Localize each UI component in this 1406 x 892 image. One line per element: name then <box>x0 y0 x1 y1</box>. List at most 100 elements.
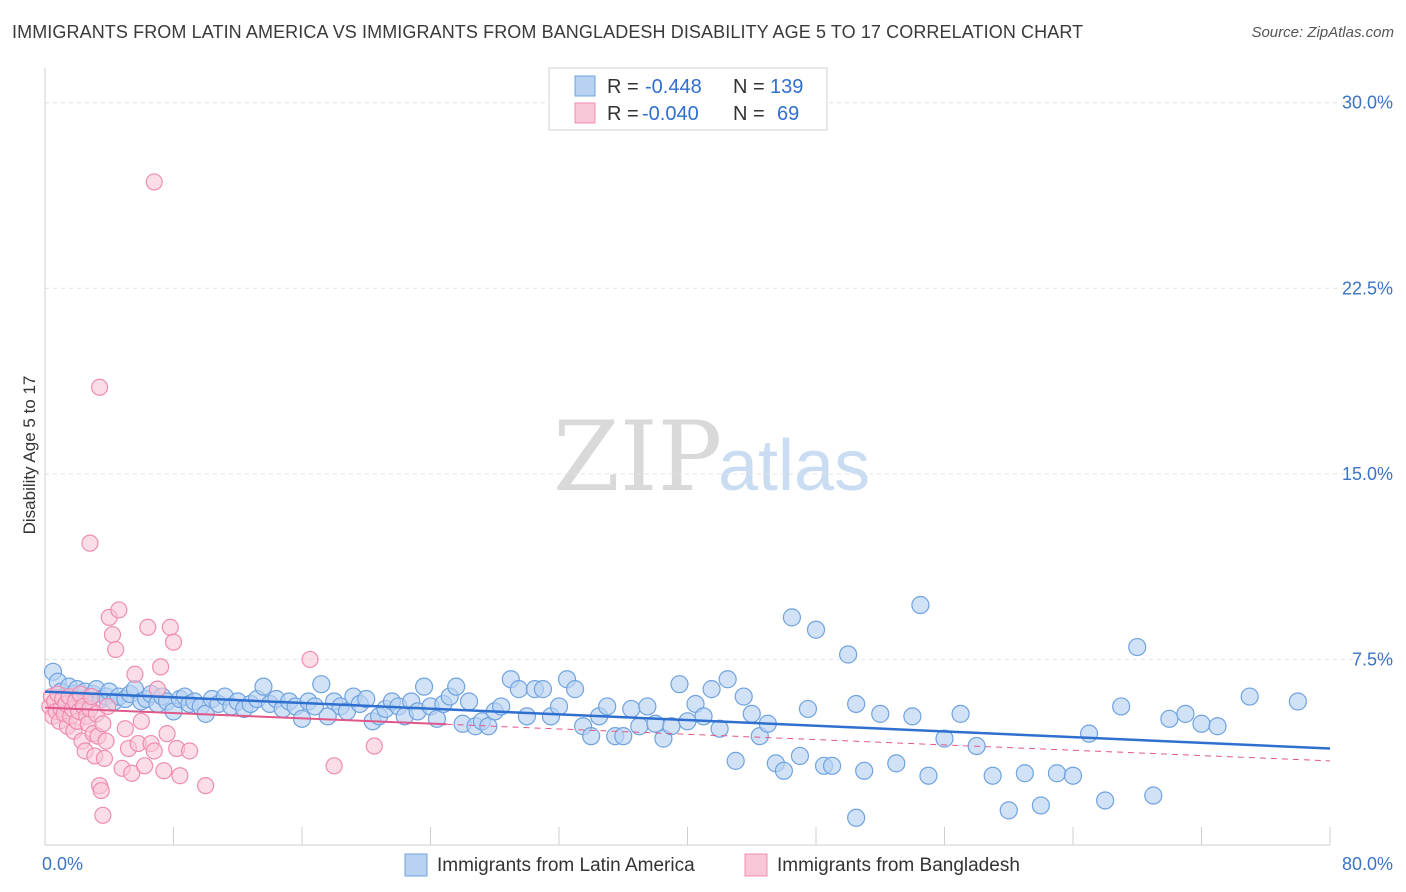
point-latin-america-123 <box>871 704 890 723</box>
point-latin-america-105 <box>710 719 729 738</box>
point-bangladesh-68 <box>365 737 383 755</box>
point-latin-america-144 <box>1192 714 1211 733</box>
point-latin-america-141 <box>1144 786 1163 805</box>
point-latin-america-134 <box>1031 796 1050 815</box>
point-latin-america-66 <box>414 677 434 696</box>
point-latin-america-132 <box>999 801 1018 820</box>
point-latin-america-96 <box>638 697 657 716</box>
point-latin-america-125 <box>903 707 922 726</box>
trend-lines <box>44 690 1331 762</box>
point-latin-america-57 <box>357 689 376 709</box>
point-bangladesh-65 <box>91 378 109 396</box>
x-tick-label-min: 0.0% <box>42 854 83 874</box>
point-bangladesh-26 <box>82 687 101 706</box>
legend-swatch-pink <box>574 102 596 124</box>
point-latin-america-133 <box>1015 764 1034 783</box>
point-latin-america-41 <box>254 677 273 696</box>
legend-r-value-1: -0.448 <box>645 76 702 98</box>
point-latin-america-100 <box>670 675 689 694</box>
point-latin-america-108 <box>734 687 753 706</box>
point-latin-america-131 <box>983 766 1002 785</box>
point-bangladesh-53 <box>152 658 170 676</box>
y-axis-label: Disability Age 5 to 17 <box>20 376 39 535</box>
point-bangladesh-35 <box>97 732 115 750</box>
point-latin-america-50 <box>312 675 331 694</box>
point-bangladesh-40 <box>110 601 128 619</box>
trend-line-bangladesh-dashed <box>446 723 1331 762</box>
series-latin-america-points <box>43 595 1307 827</box>
x-tick-label-max: 80.0% <box>1342 854 1393 874</box>
point-latin-america-85 <box>549 697 569 716</box>
legend-swatch-blue <box>574 75 596 97</box>
legend-n-value-1: 139 <box>770 76 803 98</box>
point-bangladesh-44 <box>123 764 141 782</box>
point-bangladesh-59 <box>171 767 189 785</box>
point-latin-america-122 <box>855 761 874 780</box>
y-tick-label-1: 15.0% <box>1342 464 1393 484</box>
point-bangladesh-48 <box>135 757 154 775</box>
legend-n-label-2: N = <box>733 103 765 125</box>
chart-title: IMMIGRANTS FROM LATIN AMERICA VS IMMIGRA… <box>12 22 1084 42</box>
bottom-legend-label-latin-america: Immigrants from Latin America <box>437 855 695 876</box>
watermark: ZIP atlas <box>553 401 870 513</box>
point-latin-america-114 <box>782 608 802 627</box>
point-latin-america-94 <box>622 699 641 719</box>
point-latin-america-91 <box>598 697 617 716</box>
point-latin-america-104 <box>702 680 721 699</box>
point-latin-america-106 <box>718 670 737 689</box>
point-latin-america-127 <box>919 766 938 785</box>
point-bangladesh-61 <box>197 777 215 795</box>
point-latin-america-126 <box>911 595 930 615</box>
point-latin-america-87 <box>565 680 585 699</box>
point-latin-america-124 <box>887 754 906 773</box>
point-latin-america-135 <box>1047 764 1067 783</box>
bottom-legend-swatch-blue <box>404 853 428 877</box>
point-bangladesh-34 <box>95 749 114 768</box>
point-latin-america-143 <box>1176 704 1195 723</box>
point-latin-america-116 <box>798 699 818 719</box>
point-latin-america-146 <box>1240 687 1259 706</box>
point-bangladesh-62 <box>81 534 99 552</box>
point-bangladesh-52 <box>148 680 167 698</box>
point-latin-america-117 <box>806 620 826 639</box>
source-label: Source: ZipAtlas.com <box>1251 24 1394 41</box>
point-latin-america-93 <box>614 727 633 746</box>
series-bangladesh-points <box>41 173 383 824</box>
point-latin-america-119 <box>822 756 842 775</box>
point-bangladesh-54 <box>155 762 173 780</box>
correlation-legend: R = -0.448 N = 139 R = -0.040 N = 69 <box>548 67 828 131</box>
point-bangladesh-36 <box>99 697 117 716</box>
point-latin-america-148 <box>847 808 866 827</box>
trend-line-latin-america <box>44 690 1331 750</box>
point-bangladesh-32 <box>92 781 110 800</box>
point-bangladesh-49 <box>139 618 157 636</box>
series-legend: Immigrants from Latin America Immigrants… <box>404 853 1020 877</box>
bottom-legend-label-bangladesh: Immigrants from Bangladesh <box>777 855 1020 876</box>
point-latin-america-109 <box>742 704 761 723</box>
legend-r-label-2: R = <box>607 103 639 125</box>
point-latin-america-83 <box>533 680 553 699</box>
legend-n-value-2: 69 <box>777 103 799 125</box>
point-bangladesh-67 <box>325 757 343 775</box>
point-bangladesh-57 <box>164 633 183 651</box>
point-latin-america-71 <box>447 677 466 696</box>
point-latin-america-120 <box>839 645 858 664</box>
point-latin-america-107 <box>726 751 745 770</box>
point-latin-america-136 <box>1063 766 1083 785</box>
point-latin-america-73 <box>459 692 479 711</box>
point-bangladesh-38 <box>103 626 122 644</box>
point-latin-america-145 <box>1208 717 1227 736</box>
point-latin-america-140 <box>1128 637 1147 657</box>
point-latin-america-128 <box>935 729 954 748</box>
point-bangladesh-55 <box>158 725 176 743</box>
y-tick-label-2: 22.5% <box>1342 278 1393 298</box>
point-latin-america-115 <box>790 746 810 766</box>
point-latin-america-139 <box>1112 697 1131 716</box>
x-tick-labels: 0.0% 80.0% <box>42 854 1393 874</box>
legend-n-label-1: N = <box>733 76 765 98</box>
point-latin-america-89 <box>582 727 601 746</box>
point-bangladesh-63 <box>94 806 112 824</box>
point-bangladesh-51 <box>145 742 163 760</box>
watermark-zip: ZIP <box>553 401 722 513</box>
